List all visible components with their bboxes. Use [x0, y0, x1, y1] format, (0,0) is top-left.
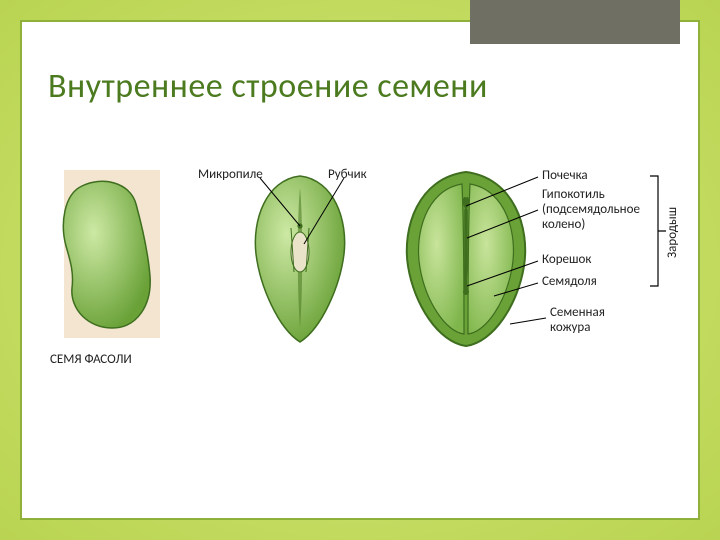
label-embryo: Зародыш — [666, 207, 681, 258]
seed-caption: СЕМЯ ФАСОЛИ — [50, 352, 132, 367]
label-seed-coat: Семенная кожура — [550, 306, 605, 336]
slide: Внутреннее строение семени — [0, 0, 720, 540]
label-hilum: Рубчик — [328, 168, 367, 183]
label-cotyledon: Семядоля — [542, 275, 597, 290]
label-hypocotyl: Гипокотиль (подсемядольное колено) — [542, 188, 640, 233]
label-radicle: Корешок — [542, 253, 591, 268]
label-micropyle: Микропиле — [198, 168, 263, 183]
leaders — [0, 0, 720, 540]
label-plumule: Почечка — [542, 169, 588, 184]
